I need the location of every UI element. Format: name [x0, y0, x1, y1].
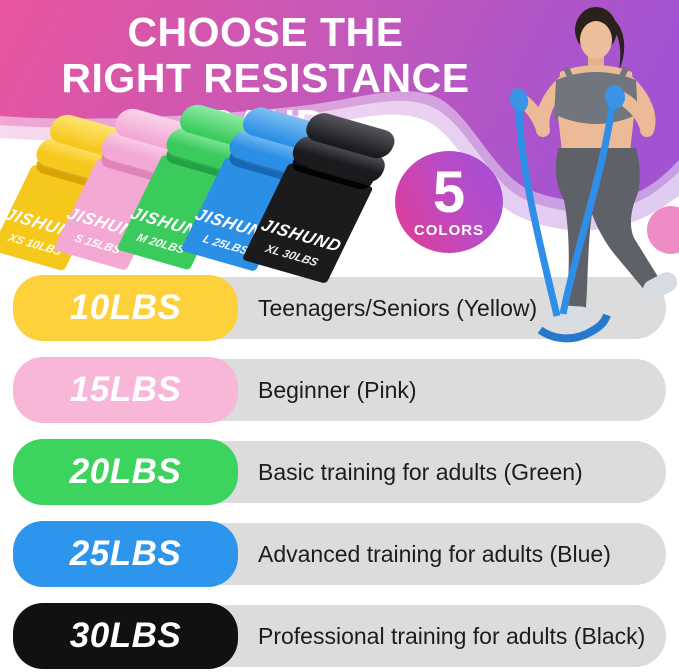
badge-label: COLORS [413, 221, 485, 239]
weight-label: 20LBS [69, 452, 182, 491]
table-row: 30LBS Professional training for adults (… [13, 603, 666, 669]
badge-number: 5 [432, 160, 466, 226]
weight-pill-10lbs: 10LBS [13, 275, 238, 341]
weight-pill-30lbs: 30LBS [13, 603, 238, 669]
weight-pill-15lbs: 15LBS [13, 357, 238, 423]
row-description: Advanced training for adults (Blue) [258, 540, 611, 567]
colors-count-badge: 5 COLORS [395, 151, 503, 253]
weight-label: 15LBS [69, 370, 182, 409]
row-description: Basic training for adults (Green) [258, 458, 583, 485]
weight-label: 30LBS [69, 616, 182, 655]
row-description: Teenagers/Seniors (Yellow) [258, 294, 538, 321]
table-row: 10LBS Teenagers/Seniors (Yellow) [13, 275, 666, 341]
weight-pill-25lbs: 25LBS [13, 521, 238, 587]
table-row: 25LBS Advanced training for adults (Blue… [13, 521, 666, 587]
row-description: Professional training for adults (Black) [258, 622, 646, 649]
header-gradient-shape [0, 0, 679, 202]
weight-guide-table: 10LBS Teenagers/Seniors (Yellow) 15LBS B… [13, 275, 666, 669]
row-description: Beginner (Pink) [258, 376, 417, 403]
page-title-line1: CHOOSE THE [127, 9, 404, 55]
weight-pill-20lbs: 20LBS [13, 439, 238, 505]
table-row: 15LBS Beginner (Pink) [13, 357, 666, 423]
page-title: CHOOSE THE RIGHT RESISTANCE BAND [8, 9, 523, 148]
table-row: 20LBS Basic training for adults (Green) [13, 439, 666, 505]
weight-label: 25LBS [69, 534, 182, 573]
page-title-line2: RIGHT RESISTANCE BAND [61, 54, 470, 147]
weight-label: 10LBS [69, 288, 182, 327]
